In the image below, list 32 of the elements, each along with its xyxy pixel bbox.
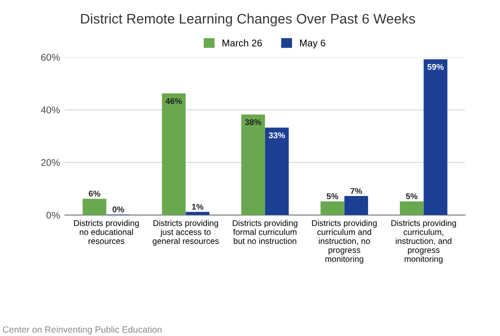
data-label: 33% (268, 132, 286, 138)
data-label: 59% (427, 64, 444, 70)
data-label: 5% (406, 193, 418, 200)
data-label: 5% (326, 193, 338, 200)
bar (424, 59, 448, 216)
text: Center on Reinventing Public Education (2, 326, 162, 335)
data-label: 6% (88, 190, 100, 197)
data-label: 7% (350, 188, 362, 194)
bar (265, 128, 289, 216)
bar (400, 201, 424, 216)
data-label: 46% (166, 98, 182, 104)
data-label: 0% (112, 206, 124, 212)
y-tick-label: 20% (41, 159, 60, 166)
data-label: 38% (244, 119, 262, 126)
bar (320, 201, 344, 216)
bar (162, 93, 186, 216)
x-tick-label: Districts providing curriculum, instruction, and progress monitoring (391, 220, 456, 264)
bar (344, 196, 368, 216)
y-tick-label: 60% (41, 54, 60, 61)
data-label: 1% (192, 204, 204, 210)
y-tick-label: 40% (40, 106, 60, 114)
legend-label: March 26 (222, 39, 262, 46)
x-tick-label: Districts providing just access to general resources (152, 220, 219, 246)
bar (82, 198, 106, 216)
legend-label: May 6 (300, 40, 326, 48)
y-tick-label: 0% (46, 212, 60, 219)
chart-title: District Remote Learning Changes Over Past 6 Weeks (81, 13, 416, 26)
x-tick-label: Districts providing no educational resources (74, 220, 139, 244)
bar (241, 114, 265, 216)
x-tick-label: Districts providing formal curriculum but no instruction (232, 220, 298, 244)
bar (186, 212, 210, 216)
x-tick-label: Districts providing curriculum and instruction, no progress monitoring (312, 220, 377, 264)
